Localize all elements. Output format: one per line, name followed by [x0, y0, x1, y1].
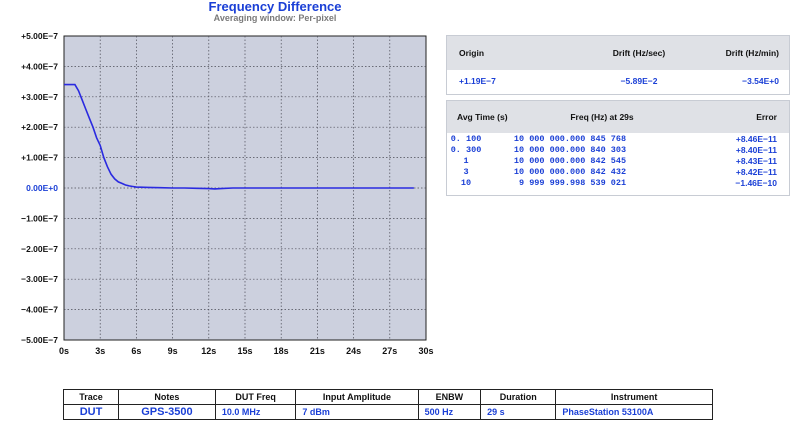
x-tick-label: 3s — [95, 346, 105, 356]
x-tick-label: 24s — [346, 346, 361, 356]
input-amplitude-header: Input Amplitude — [295, 389, 419, 405]
error-cell: +8.42E−11 — [735, 166, 777, 177]
error-cell: +8.46E−11 — [735, 133, 777, 144]
x-tick-label: 9s — [168, 346, 178, 356]
y-tick-label: 0.00E+0 — [26, 183, 58, 193]
instrument-header: Instrument — [555, 389, 713, 405]
drift-values-row: +1.19E−7 −5.89E−2 −3.54E+0 — [447, 70, 789, 92]
drift-hz-min-header: Drift (Hz/min) — [725, 48, 779, 58]
x-tick-label: 6s — [131, 346, 141, 356]
table-row: 1 10 000 000.000 842 545 +8.43E−11 — [447, 155, 789, 166]
error-cell: +8.40E−11 — [735, 144, 777, 155]
notes-header: Notes — [117, 389, 216, 405]
avg-time-cell: 0. 300 — [450, 144, 482, 155]
drift-hz-min-value: −3.54E+0 — [742, 76, 779, 86]
freq-cell: 10 000 000.000 840 303 — [513, 144, 627, 155]
avg-time-panel: Avg Time (s) Freq (Hz) at 29s Error 0. 1… — [446, 100, 790, 196]
error-cell: −1.46E−10 — [735, 177, 777, 188]
x-tick-label: 15s — [237, 346, 252, 356]
chart-subtitle: Averaging window: Per-pixel — [213, 13, 337, 23]
input-amplitude-cell: 7 dBm — [295, 404, 419, 420]
y-tick-label: −1.00E−7 — [21, 213, 58, 223]
freq-cell: 10 000 000.000 842 432 — [513, 166, 627, 177]
avg-time-cell: 3 — [463, 166, 469, 177]
avg-time-cell: 1 — [463, 155, 469, 166]
error-header: Error — [756, 112, 777, 122]
x-tick-label: 30s — [418, 346, 433, 356]
drift-hz-sec-header: Drift (Hz/sec) — [612, 48, 666, 58]
avg-time-header: Avg Time (s) — [457, 112, 508, 122]
dut-freq-cell: 10.0 MHz — [214, 404, 297, 420]
y-tick-label: +5.00E−7 — [21, 31, 58, 41]
x-tick-label: 21s — [310, 346, 325, 356]
drift-hz-sec-value: −5.89E−2 — [620, 76, 658, 86]
dut-freq-header: DUT Freq — [214, 389, 297, 405]
instrument-cell: PhaseStation 53100A — [555, 404, 713, 420]
table-row: 10 9 999 999.998 539 021 −1.46E−10 — [447, 177, 789, 188]
error-cell: +8.43E−11 — [735, 155, 777, 166]
avg-header-row: Avg Time (s) Freq (Hz) at 29s Error — [447, 101, 789, 133]
x-tick-label: 27s — [382, 346, 397, 356]
frequency-difference-chart: +5.00E−7 +4.00E−7 +3.00E−7 +2.00E−7 +1.00E−7… — [21, 31, 433, 356]
duration-header: Duration — [480, 389, 557, 405]
y-tick-label: −3.00E−7 — [21, 274, 58, 284]
instrument-header-row: Trace Notes DUT Freq Input Amplitude ENB… — [63, 389, 713, 405]
notes-cell: GPS-3500 — [117, 404, 216, 420]
x-tick-label: 12s — [201, 346, 216, 356]
y-tick-label: +4.00E−7 — [21, 61, 58, 71]
avg-time-cell: 0. 100 — [450, 133, 482, 144]
y-tick-label: +2.00E−7 — [21, 122, 58, 132]
enbw-header: ENBW — [417, 389, 482, 405]
enbw-cell: 500 Hz — [417, 404, 482, 420]
y-tick-label: +1.00E−7 — [21, 153, 58, 163]
x-tick-label: 0s — [59, 346, 69, 356]
drift-header-row: Origin Drift (Hz/sec) Drift (Hz/min) — [447, 36, 789, 70]
series-line-dut — [64, 83, 414, 190]
freq-cell: 10 000 000.000 845 768 — [513, 133, 627, 144]
table-row: 0. 300 10 000 000.000 840 303 +8.40E−11 — [447, 144, 789, 155]
chart-title: Frequency Difference — [208, 0, 342, 14]
freq-cell: 9 999 999.998 539 021 — [513, 177, 627, 188]
freq-header: Freq (Hz) at 29s — [570, 112, 634, 122]
origin-value: +1.19E−7 — [459, 76, 496, 86]
table-row: 3 10 000 000.000 842 432 +8.42E−11 — [447, 166, 789, 177]
freq-cell: 10 000 000.000 842 545 — [513, 155, 627, 166]
drift-panel: Origin Drift (Hz/sec) Drift (Hz/min) +1.… — [446, 35, 790, 95]
duration-cell: 29 s — [480, 404, 557, 420]
trace-cell: DUT — [63, 404, 119, 420]
x-tick-label: 18s — [274, 346, 289, 356]
y-tick-label: −2.00E−7 — [21, 244, 58, 254]
trace-header: Trace — [63, 389, 119, 405]
avg-time-cell: 10 — [460, 177, 472, 188]
y-tick-label: +3.00E−7 — [21, 92, 58, 102]
y-tick-label: −4.00E−7 — [21, 305, 58, 315]
instrument-table: Trace Notes DUT Freq Input Amplitude ENB… — [63, 389, 713, 420]
table-row[interactable]: DUT GPS-3500 10.0 MHz 7 dBm 500 Hz 29 s … — [63, 404, 713, 420]
table-row: 0. 100 10 000 000.000 845 768 +8.46E−11 — [447, 133, 789, 144]
origin-header: Origin — [459, 48, 485, 58]
y-tick-label: −5.00E−7 — [21, 335, 58, 345]
